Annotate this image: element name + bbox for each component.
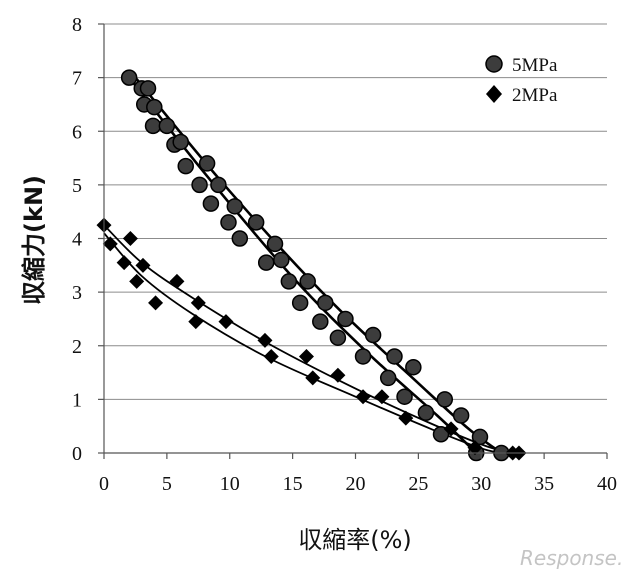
x-tick-label-40: 40 — [597, 473, 617, 495]
legend: 5MPa 2MPa — [485, 55, 558, 106]
point-5mpa-10 — [191, 176, 208, 194]
point-5mpa-21 — [280, 273, 298, 290]
y-tick-label-0: 0 — [72, 443, 82, 465]
point-2mpa-14 — [305, 370, 321, 386]
point-5mpa-16 — [231, 230, 249, 247]
legend-label-2mpa: 2MPa — [512, 85, 558, 106]
y-tick-label-4: 4 — [72, 229, 82, 251]
point-2mpa-3 — [122, 231, 138, 246]
point-2mpa-10 — [218, 314, 234, 330]
x-tick-label-30: 30 — [471, 473, 491, 495]
legend-marker-5mpa — [485, 55, 503, 73]
y-tick-label-5: 5 — [72, 175, 82, 197]
point-5mpa-15 — [226, 198, 244, 215]
y-tick-label-6: 6 — [72, 121, 82, 143]
x-tick-label-10: 10 — [220, 473, 240, 495]
point-5mpa-19 — [266, 235, 284, 253]
y-tick-label-3: 3 — [72, 282, 82, 304]
point-2mpa-12 — [263, 348, 279, 364]
point-5mpa-34 — [417, 404, 435, 422]
point-2mpa-1 — [102, 236, 118, 252]
point-2mpa-16 — [355, 389, 371, 405]
point-5mpa-25 — [317, 294, 334, 312]
point-2mpa-19 — [443, 421, 459, 437]
point-5mpa-0 — [120, 69, 138, 86]
point-5mpa-18 — [257, 254, 275, 271]
point-5mpa-14 — [220, 214, 237, 231]
point-5mpa-29 — [364, 326, 382, 344]
point-2mpa-4 — [129, 273, 145, 289]
point-5mpa-28 — [354, 348, 372, 365]
y-tick-label-7: 7 — [72, 68, 82, 90]
point-2mpa-11 — [257, 332, 273, 348]
point-5mpa-36 — [436, 391, 454, 408]
fit-curve-5mpa-1 — [128, 76, 478, 454]
point-5mpa-22 — [291, 294, 309, 312]
axes — [98, 23, 608, 459]
x-tick-labels: 0 5 10 15 20 25 30 35 40 — [99, 473, 617, 495]
point-5mpa-13 — [210, 176, 227, 194]
point-5mpa-37 — [452, 407, 470, 424]
point-2mpa-17 — [374, 389, 390, 405]
x-tick-label-5: 5 — [162, 473, 172, 495]
y-tick-labels: 0 1 2 3 4 5 6 7 8 — [72, 14, 82, 465]
x-axis-label: 収縮率(%) — [298, 526, 412, 554]
y-tick-label-2: 2 — [72, 336, 82, 358]
point-5mpa-20 — [273, 251, 290, 269]
point-2mpa-5 — [135, 257, 151, 273]
point-5mpa-26 — [329, 329, 347, 346]
point-5mpa-11 — [198, 155, 216, 172]
point-2mpa-6 — [148, 295, 164, 311]
x-tick-label-0: 0 — [99, 473, 109, 495]
point-5mpa-30 — [379, 369, 397, 387]
point-5mpa-17 — [247, 214, 265, 231]
point-2mpa-13 — [298, 348, 314, 364]
y-tick-label-8: 8 — [72, 14, 82, 36]
point-5mpa-8 — [172, 133, 189, 151]
point-5mpa-32 — [396, 388, 413, 405]
point-2mpa-20 — [467, 440, 483, 456]
y-tick-label-1: 1 — [72, 389, 82, 411]
response-watermark: Response. — [520, 546, 623, 570]
point-5mpa-23 — [299, 273, 316, 290]
point-5mpa-31 — [386, 348, 403, 365]
x-tick-label-35: 35 — [534, 473, 554, 495]
data-markers — [96, 69, 527, 462]
point-5mpa-4 — [146, 98, 163, 116]
x-tick-label-15: 15 — [283, 473, 303, 495]
y-axis-label: 収縮力(kN) — [20, 175, 48, 305]
point-2mpa-7 — [169, 273, 185, 289]
point-2mpa-8 — [188, 314, 204, 330]
point-2mpa-15 — [330, 367, 346, 383]
point-2mpa-2 — [116, 255, 132, 271]
point-5mpa-6 — [158, 117, 176, 135]
x-tick-label-20: 20 — [346, 473, 366, 495]
x-tick-label-25: 25 — [408, 473, 428, 495]
gridlines — [104, 23, 607, 400]
point-5mpa-9 — [177, 157, 194, 175]
point-5mpa-12 — [202, 195, 220, 212]
legend-label-5mpa: 5MPa — [512, 55, 558, 76]
point-5mpa-5 — [144, 117, 162, 135]
point-5mpa-35 — [432, 425, 450, 443]
point-5mpa-27 — [337, 310, 354, 328]
point-5mpa-33 — [405, 358, 422, 376]
point-2mpa-9 — [190, 295, 206, 311]
point-5mpa-24 — [312, 313, 329, 330]
point-5mpa-2 — [139, 80, 157, 97]
point-2mpa-18 — [398, 410, 414, 426]
point-5mpa-39 — [471, 428, 489, 446]
legend-marker-2mpa — [486, 85, 502, 103]
